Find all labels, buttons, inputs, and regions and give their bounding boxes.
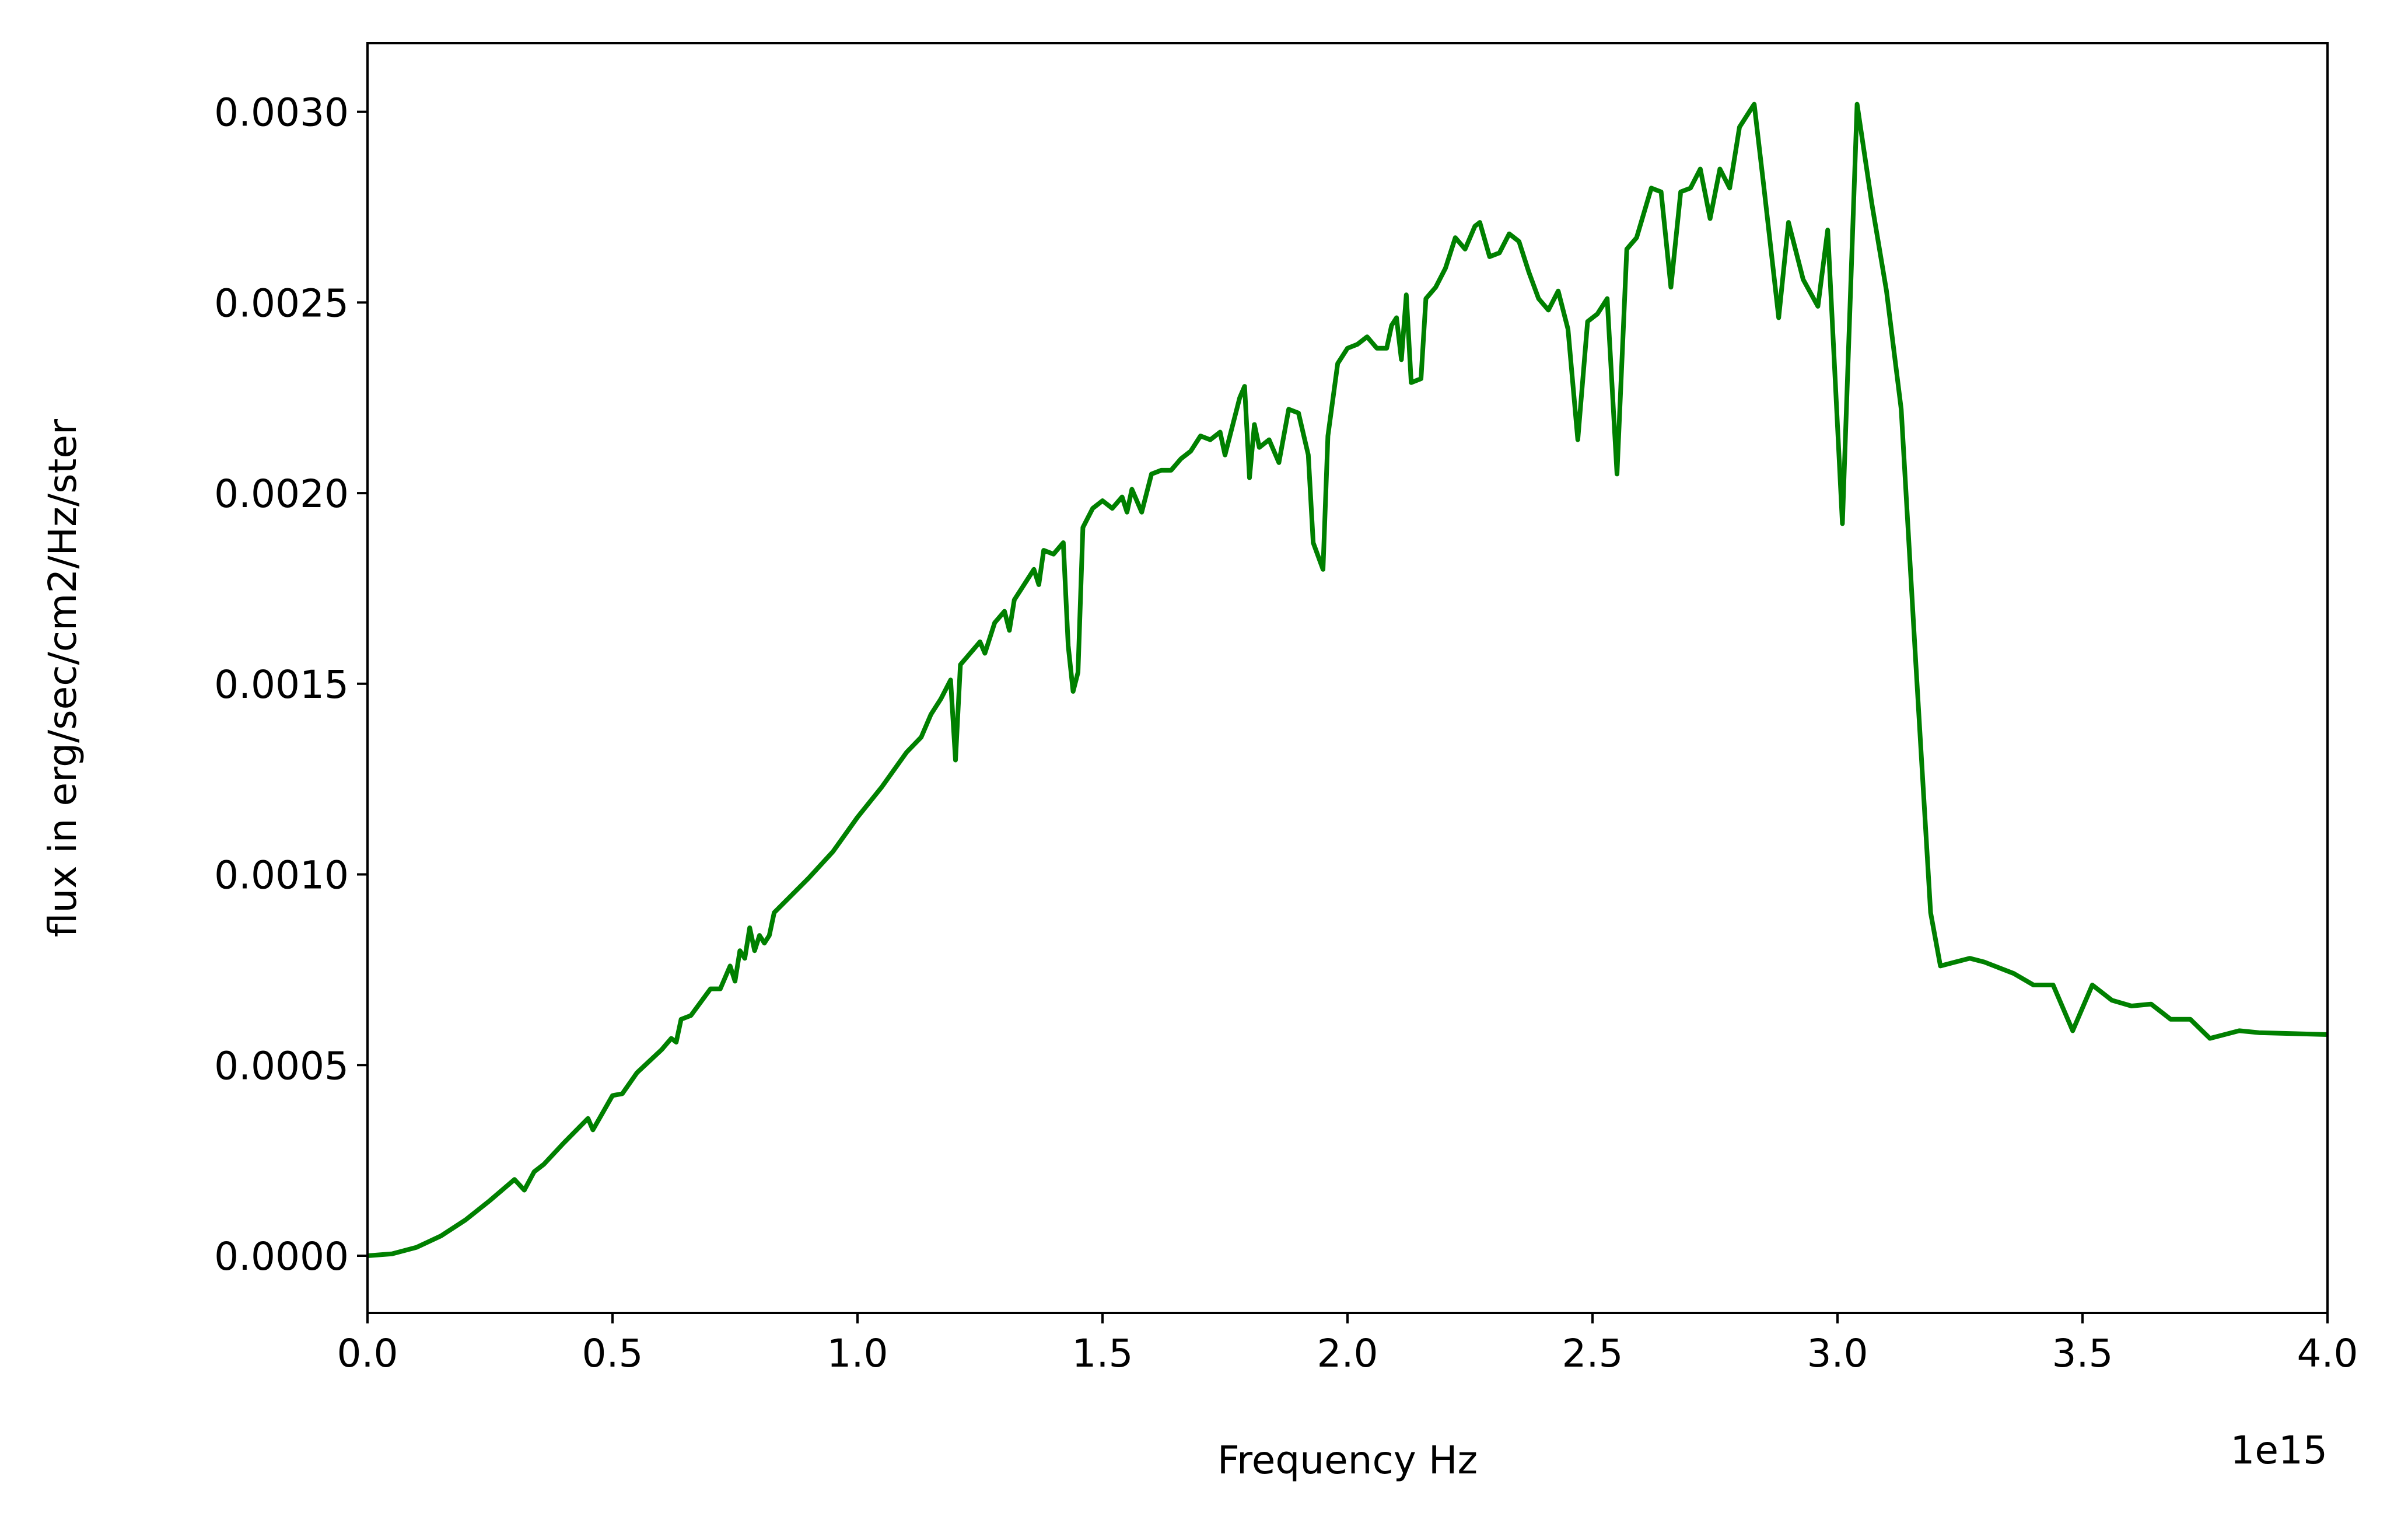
y-axis-ticks: 0.0000 0.0005 0.0010 0.0015 0.0020 0.0025 0.00…: [214, 90, 368, 1279]
x-tick-label: 3.0: [1807, 1331, 1868, 1376]
x-tick-label: 2.5: [1562, 1331, 1623, 1376]
x-tick-label: 1.0: [827, 1331, 888, 1376]
x-axis-ticks: 0.0 0.5 1.0 1.5 2.0 2.5 3.0 3.5 4.0: [337, 1313, 2358, 1376]
plot-layer: [368, 102, 2328, 1258]
y-tick-label: 0.0020: [214, 471, 349, 516]
x-tick-label: 0.5: [582, 1331, 643, 1376]
series-line-0: [368, 102, 2328, 1258]
x-tick-label: 2.0: [1317, 1331, 1378, 1376]
y-tick-label: 0.0000: [214, 1234, 349, 1279]
y-axis-title: flux in erg/sec/cm2/Hz/ster: [40, 418, 85, 937]
y-tick-label: 0.0005: [214, 1043, 349, 1088]
y-tick-label: 0.0010: [214, 853, 349, 898]
x-tick-label: 3.5: [2052, 1331, 2113, 1376]
y-tick-label: 0.0030: [214, 90, 349, 135]
x-axis-offset-label: 1e15: [2230, 1428, 2328, 1473]
y-tick-label: 0.0015: [214, 662, 349, 707]
y-tick-label: 0.0025: [214, 281, 349, 326]
x-axis-title: Frequency Hz: [1217, 1438, 1478, 1483]
plot-frame: [366, 42, 2329, 1314]
x-tick-label: 0.0: [337, 1331, 398, 1376]
x-tick-label: 1.5: [1072, 1331, 1133, 1376]
x-tick-label: 4.0: [2297, 1331, 2358, 1376]
